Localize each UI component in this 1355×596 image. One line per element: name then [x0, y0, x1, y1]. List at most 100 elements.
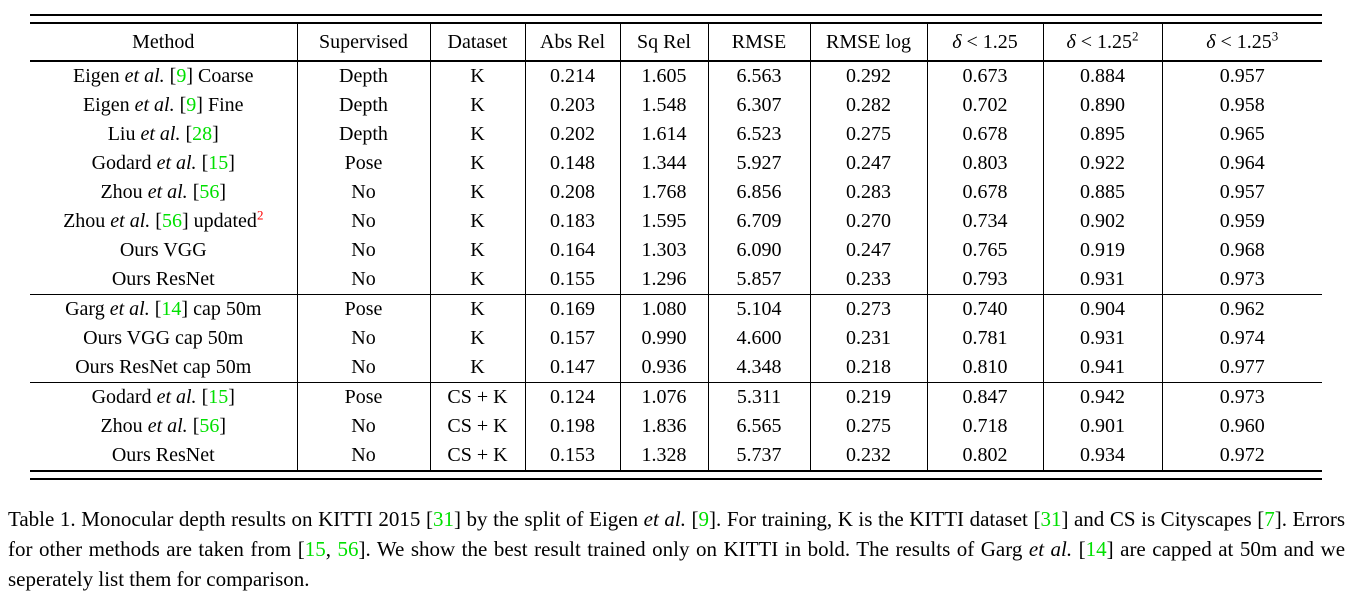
metric-cell: 0.936 — [620, 353, 709, 383]
text-fragment: [ — [149, 298, 162, 320]
text-fragment: ] are capped at 50m and we seperately li… — [8, 537, 1346, 591]
metric-cell: 0.973 — [1219, 268, 1265, 290]
text-fragment: Zhou — [100, 181, 148, 203]
metric-cell: 0.885 — [1043, 178, 1163, 207]
citation-ref: 28 — [192, 123, 213, 145]
metric-cell: 5.104 — [708, 294, 811, 324]
metric-cell: 0.922 — [1043, 149, 1163, 178]
method-cell: Liu et al. [28] — [30, 120, 298, 149]
text-fragment: < 1.25 — [1075, 31, 1133, 53]
text-fragment: [ — [685, 507, 699, 531]
metric-cell: 1.344 — [620, 149, 709, 178]
text-fragment: [ — [174, 94, 187, 116]
method-cell: Ours ResNet — [30, 441, 298, 471]
method-cell: Godard et al. [15] — [30, 149, 298, 178]
depth-results-table: Method Supervised Dataset Abs Rel Sq Rel RMSE… — [30, 22, 1322, 472]
metric-cell: 6.565 — [708, 412, 811, 441]
table-row: Eigen et al. [9] Fine Depth K 0.203 1.548 6.3… — [30, 91, 1322, 120]
text-fragment: ] — [212, 123, 219, 145]
text-fragment: Ours VGG — [119, 239, 207, 261]
citation-ref: 31 — [1040, 507, 1062, 531]
method-cell: Ours VGG — [30, 236, 298, 265]
text-fragment: RMSE log — [825, 31, 912, 53]
column-header: δ < 1.252 — [1043, 23, 1163, 62]
text-fragment: 3 — [1271, 28, 1279, 44]
table-row: Ours VGG cap 50m No K 0.157 0.990 4.600 0.231 0… — [30, 324, 1322, 353]
metric-cell: 0.847 — [927, 382, 1044, 412]
metric-cell: 0.155 — [525, 265, 621, 295]
metric-cell: 6.709 — [708, 207, 811, 236]
metric-cell: 0.960 — [1219, 415, 1265, 437]
column-header: Sq Rel — [620, 23, 709, 62]
table-row: Eigen et al. [9] Coarse Depth K 0.214 1.605 6… — [30, 61, 1322, 91]
text-fragment: 2 — [256, 207, 264, 223]
metric-cell: 0.148 — [525, 149, 621, 178]
citation-ref: 7 — [1264, 507, 1275, 531]
method-cell: Zhou et al. [56] — [30, 178, 298, 207]
text-fragment: RMSE — [731, 31, 787, 53]
text-fragment: ]. Errors for other methods are taken fr… — [8, 507, 1346, 561]
citation-ref: 15 — [304, 537, 326, 561]
metric-cell: 1.328 — [620, 441, 709, 471]
supervised-cell: No — [297, 236, 431, 265]
supervised-cell: No — [297, 441, 431, 471]
text-fragment: Godard — [91, 386, 157, 408]
column-header: δ < 1.25 — [927, 23, 1044, 62]
supervised-cell: No — [297, 178, 431, 207]
supervised-cell: No — [297, 353, 431, 383]
metric-cell: 0.802 — [927, 441, 1044, 471]
metric-cell: 6.856 — [708, 178, 811, 207]
table-row: Godard et al. [15] Pose K 0.148 1.344 5.927 0.… — [30, 149, 1322, 178]
text-fragment: [ — [196, 152, 209, 174]
metric-cell: 0.718 — [927, 412, 1044, 441]
text-fragment: Dataset — [447, 31, 508, 53]
metric-cell: 0.247 — [810, 149, 928, 178]
table-header: Method Supervised Dataset Abs Rel Sq Rel RMSE… — [30, 23, 1322, 62]
dataset-cell: K — [430, 149, 526, 178]
metric-cell: 0.183 — [525, 207, 621, 236]
text-fragment: Liu — [107, 123, 141, 145]
text-fragment: < 1.25 — [1215, 31, 1272, 53]
text-fragment: [ — [196, 386, 209, 408]
citation-ref: 15 — [208, 152, 229, 174]
text-fragment: ] — [228, 386, 235, 408]
metric-cell: 0.765 — [927, 236, 1044, 265]
supervised-cell: Pose — [297, 149, 431, 178]
text-fragment: Table 1. Monocular depth results on KITT… — [8, 507, 433, 531]
supervised-cell: No — [297, 412, 431, 441]
text-fragment: [ — [150, 210, 162, 232]
text-fragment: Zhou — [100, 415, 148, 437]
text-fragment: δ — [952, 31, 962, 53]
table-row: Zhou et al. [56] No CS + K 0.198 1.836 6.565 0… — [30, 412, 1322, 441]
dataset-cell: K — [430, 178, 526, 207]
column-header: Abs Rel — [525, 23, 621, 62]
metric-cell: 0.157 — [525, 324, 621, 353]
metric-cell: 0.247 — [810, 236, 928, 265]
metric-cell: 0.781 — [927, 324, 1044, 353]
metric-cell: 0.678 — [927, 120, 1044, 149]
metric-cell: 0.931 — [1043, 265, 1163, 295]
text-fragment: ] — [228, 152, 235, 174]
metric-cell: 0.169 — [525, 294, 621, 324]
text-fragment: ] and CS is Cityscapes [ — [1061, 507, 1265, 531]
metric-cell: 0.890 — [1043, 91, 1163, 120]
metric-cell: 0.208 — [525, 178, 621, 207]
metric-cell: 0.919 — [1043, 236, 1163, 265]
text-fragment: et al. — [124, 65, 165, 87]
text-fragment: Ours VGG cap 50m — [83, 327, 244, 349]
supervised-cell: No — [297, 265, 431, 295]
dataset-cell: K — [430, 61, 526, 91]
text-fragment: Sq Rel — [637, 31, 691, 53]
citation-ref: 56 — [161, 210, 182, 232]
metric-cell: 5.857 — [708, 265, 811, 295]
method-cell: Godard et al. [15] — [30, 382, 298, 412]
text-fragment: et al. — [134, 94, 175, 116]
metric-cell: 0.232 — [810, 441, 928, 471]
metric-cell: 0.734 — [927, 207, 1044, 236]
text-fragment: Eigen — [82, 94, 135, 116]
text-fragment: 2 — [1132, 28, 1139, 44]
table-row: Zhou et al. [56] No K 0.208 1.768 6.856 0.283 0… — [30, 178, 1322, 207]
citation-ref: 56 — [199, 415, 220, 437]
metric-cell: 0.941 — [1043, 353, 1163, 383]
